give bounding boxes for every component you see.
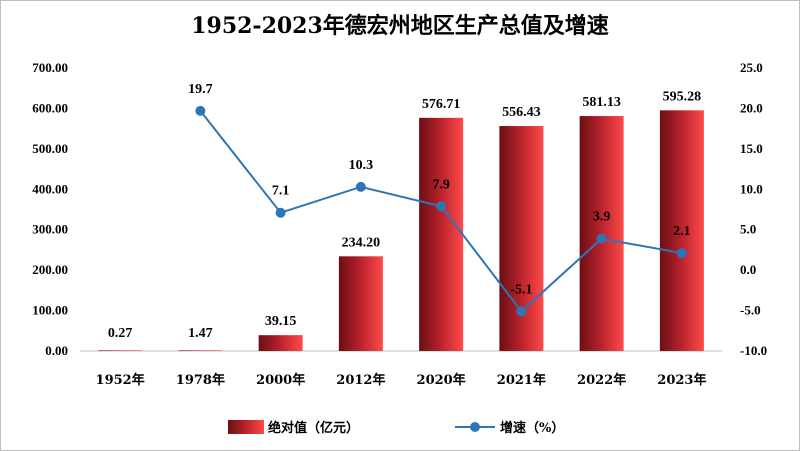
bar — [659, 110, 704, 352]
right-axis-ticks: -10.0 -5.0 0.0 5.0 10.0 15.0 20.0 25.0 — [740, 60, 767, 358]
left-tick-label: 300.00 — [32, 222, 68, 237]
legend: 绝对值（亿元） 增速（%） — [228, 420, 564, 436]
legend-line-marker — [470, 422, 480, 432]
right-tick-label: -10.0 — [740, 343, 767, 358]
right-tick-label: 15.0 — [740, 141, 763, 156]
bar-series — [98, 110, 704, 352]
bar-value-label: 0.27 — [108, 326, 133, 341]
category-labels: 1952年 1978年 2000年 2012年 2020年 2021年 2022年 2023年 — [96, 372, 707, 388]
bar-value-label: 576.71 — [422, 97, 461, 112]
right-tick-label: 20.0 — [740, 100, 763, 115]
bar-value-label: 234.20 — [342, 235, 381, 250]
category-label: 2020年 — [417, 372, 466, 388]
left-tick-label: 500.00 — [32, 141, 68, 156]
bar — [499, 126, 544, 351]
category-label: 2000年 — [256, 372, 305, 388]
legend-bar-swatch — [228, 420, 264, 434]
growth-value-label: -5.1 — [510, 282, 532, 297]
left-tick-label: 100.00 — [32, 303, 68, 318]
left-tick-label: 700.00 — [32, 60, 68, 75]
right-tick-label: 5.0 — [740, 222, 756, 237]
bar — [579, 116, 624, 352]
growth-value-label: 7.1 — [272, 184, 290, 199]
left-tick-label: 400.00 — [32, 181, 68, 196]
line-point — [275, 207, 286, 218]
data-labels: 0.27 1.47 39.15 234.20 576.71 556.43 581.13 595… — [108, 82, 701, 341]
line-point — [516, 306, 527, 317]
bar-value-label: 1.47 — [188, 326, 213, 341]
chart-title: 1952-2023年德宏州地区生产总值及增速 — [191, 13, 609, 39]
growth-value-label: 7.9 — [432, 177, 450, 192]
category-label: 1952年 — [96, 372, 145, 388]
growth-value-label: 19.7 — [188, 82, 213, 97]
left-tick-label: 600.00 — [32, 100, 68, 115]
bar-value-label: 556.43 — [502, 105, 541, 120]
legend-bar-label: 绝对值（亿元） — [268, 420, 359, 436]
line-point — [436, 201, 447, 212]
bar — [419, 117, 464, 351]
bar-value-label: 581.13 — [582, 95, 621, 110]
line-series — [195, 105, 687, 317]
right-tick-label: 25.0 — [740, 60, 763, 75]
category-label: 2022年 — [577, 372, 626, 388]
category-label: 1978年 — [176, 372, 225, 388]
growth-value-label: 3.9 — [593, 210, 611, 225]
left-tick-label: 0.00 — [45, 343, 68, 358]
line-point — [195, 105, 206, 116]
bar — [258, 335, 303, 351]
line-point — [596, 233, 607, 244]
right-tick-label: 10.0 — [740, 181, 763, 196]
left-tick-label: 200.00 — [32, 262, 68, 277]
line-point — [676, 248, 687, 259]
line-point — [355, 181, 366, 192]
right-tick-label: 0.0 — [740, 262, 756, 277]
right-tick-label: -5.0 — [740, 303, 761, 318]
category-label: 2023年 — [657, 372, 706, 388]
bar — [338, 256, 383, 351]
category-label: 2012年 — [336, 372, 385, 388]
category-label: 2021年 — [497, 372, 546, 388]
bar-value-label: 595.28 — [663, 89, 702, 104]
left-axis-ticks: 0.00 100.00 200.00 300.00 400.00 500.00 600.00… — [32, 60, 68, 358]
bar-value-label: 39.15 — [265, 314, 297, 329]
growth-value-label: 10.3 — [349, 158, 374, 173]
legend-line-label: 增速（%） — [500, 420, 564, 436]
bar — [98, 350, 143, 351]
growth-value-label: 2.1 — [673, 224, 691, 239]
bar — [178, 350, 223, 351]
